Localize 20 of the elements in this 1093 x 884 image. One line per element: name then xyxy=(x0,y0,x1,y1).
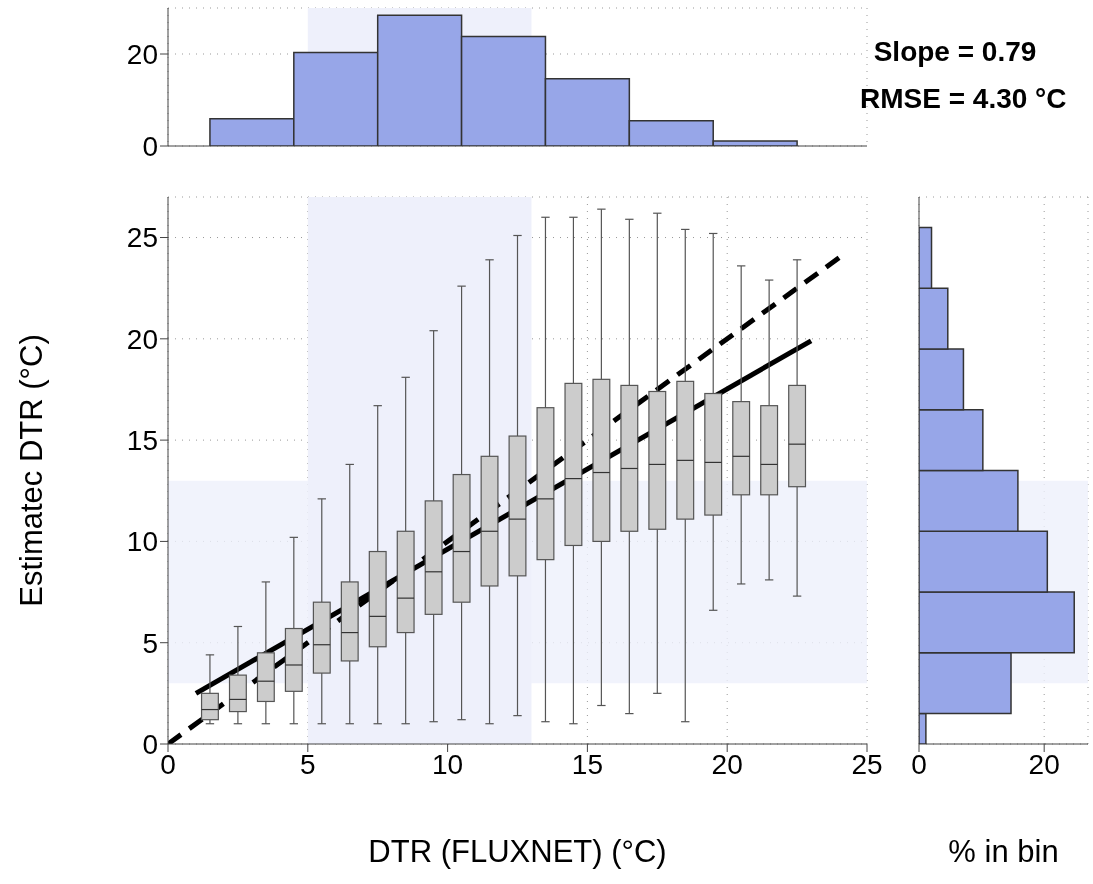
x-tick-label: 10 xyxy=(432,748,464,780)
y-tick-label: 25 xyxy=(126,222,158,254)
y-tick-label: 20 xyxy=(126,323,158,355)
annotation: RMSE = 4.30 °C xyxy=(860,83,1067,115)
y-axis-title: Estimatec DTR (°C) xyxy=(14,334,50,607)
y-tick-label: 0 xyxy=(142,130,158,162)
y-tick-label: 20 xyxy=(126,38,158,70)
y-tick-label: 5 xyxy=(142,627,158,659)
x-tick-label: 15 xyxy=(571,748,603,780)
x-axis-title: % in bin xyxy=(948,834,1059,870)
x-axis-title: DTR (FLUXNET) (°C) xyxy=(368,834,667,870)
y-tick-label: 10 xyxy=(126,526,158,558)
x-tick-label: 25 xyxy=(851,748,883,780)
x-tick-label: 0 xyxy=(911,748,927,780)
y-tick-label: 0 xyxy=(142,728,158,760)
x-tick-label: 20 xyxy=(711,748,743,780)
y-tick-label: 15 xyxy=(126,425,158,457)
text: Slope = 0.79 xyxy=(872,36,1038,68)
x-tick-label: 5 xyxy=(300,748,316,780)
x-tick-label: 20 xyxy=(1028,748,1060,780)
